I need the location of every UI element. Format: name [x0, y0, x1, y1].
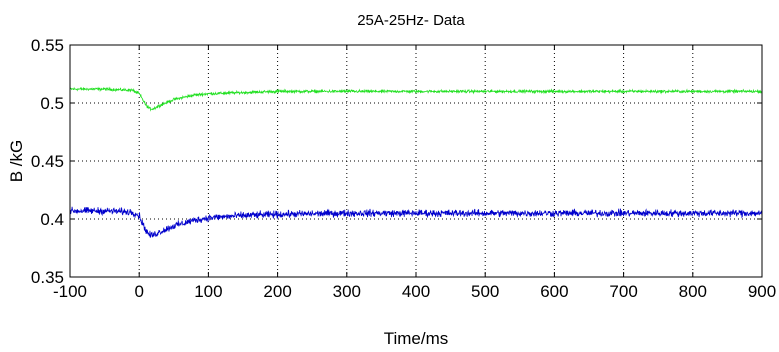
grid-lines: [70, 45, 762, 277]
y-tick-label: 0.35: [31, 268, 64, 287]
x-tick-label: 900: [748, 282, 776, 301]
x-tick-label: 800: [679, 282, 707, 301]
series-line-1: [69, 86, 763, 112]
y-tick-label: 0.55: [31, 36, 64, 55]
x-tick-label: -100: [53, 282, 87, 301]
x-axis-title: Time/ms: [384, 329, 449, 348]
x-tick-label: 300: [333, 282, 361, 301]
y-axis-title: B /kG: [7, 140, 26, 183]
y-tick-label: 0.45: [31, 152, 64, 171]
y-tick-label: 0.5: [40, 94, 64, 113]
chart-title: 25A-25Hz- Data: [357, 12, 465, 29]
plot-series: [69, 86, 763, 239]
y-tick-label: 0.4: [40, 210, 64, 229]
x-tick-label: 600: [540, 282, 568, 301]
x-tick-label: 0: [134, 282, 143, 301]
x-tick-label: 500: [471, 282, 499, 301]
x-tick-label: 400: [402, 282, 430, 301]
x-tick-label: 200: [263, 282, 291, 301]
series-line-2: [69, 206, 763, 239]
x-tick-label: 700: [609, 282, 637, 301]
x-tick-label: 100: [194, 282, 222, 301]
axis-ticks: -100 0 100 200 300 400 500 600 700 800 900 0.35 0.4 0…: [31, 36, 776, 301]
